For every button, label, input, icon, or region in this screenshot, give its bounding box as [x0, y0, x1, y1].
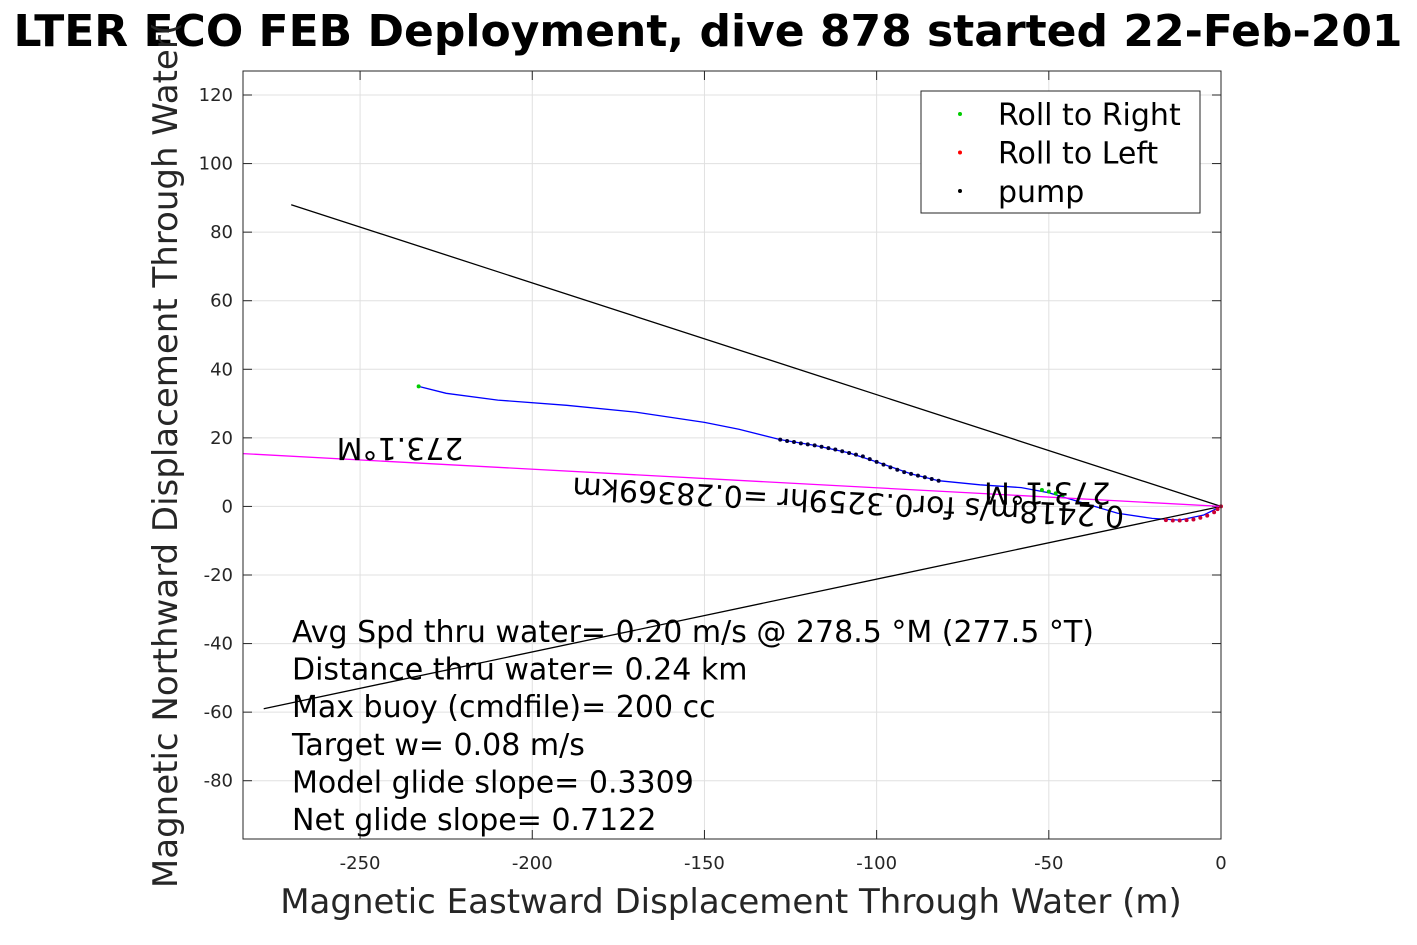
- y-tick-label: -20: [204, 565, 233, 586]
- pump-point: [888, 465, 893, 470]
- pump-point: [909, 471, 914, 476]
- pump-point: [867, 457, 872, 462]
- pump-point: [826, 446, 831, 451]
- pump-point: [915, 473, 920, 478]
- legend-marker: [958, 189, 962, 193]
- stat-line: Model glide slope= 0.3309: [292, 765, 694, 800]
- series-line-2: [263, 505, 1222, 710]
- series-line-1: [290, 204, 1222, 508]
- y-tick-label: 40: [210, 359, 233, 380]
- y-tick-label: -80: [204, 771, 233, 792]
- pump-point: [812, 443, 817, 448]
- legend-label: pump: [998, 175, 1084, 210]
- roll-left-point: [1205, 513, 1210, 518]
- stats-block: Avg Spd thru water= 0.20 m/s @ 278.5 °M …: [291, 615, 1094, 838]
- pump-point: [881, 462, 886, 467]
- pump-point: [874, 459, 879, 464]
- pump-point: [805, 442, 810, 447]
- heading-annotation: 273.1°M: [984, 474, 1111, 509]
- tick-labels: -250 -200 -150 -100 -50 0 120 100 80 60 40 20 0 -20 -4…: [199, 85, 1227, 874]
- y-tick-label: 60: [210, 291, 233, 312]
- y-tick-label: 0: [222, 496, 233, 517]
- chart-title: LTER ECO FEB Deployment, dive 878 starte…: [13, 6, 1402, 57]
- series-line-3: [242, 452, 1222, 508]
- pump-point: [840, 449, 845, 454]
- stat-line: Net glide slope= 0.7122: [292, 803, 656, 838]
- stat-line: Max buoy (cmdfile)= 200 cc: [292, 690, 716, 725]
- y-tick-label: 120: [199, 85, 233, 106]
- y-tick-label: 80: [210, 222, 233, 243]
- pump-point: [798, 441, 803, 446]
- y-axis-label: Magnetic Northward Displacement Through …: [146, 22, 186, 888]
- x-tick-label: -50: [1034, 853, 1063, 874]
- x-tick-label: -100: [856, 853, 897, 874]
- y-tick-label: -60: [204, 702, 233, 723]
- legend-marker: [958, 150, 962, 155]
- legend-box: [920, 90, 1201, 214]
- x-axis-label: Magnetic Eastward Displacement Through W…: [280, 882, 1182, 922]
- roll-left-point: [1215, 507, 1220, 512]
- pump-point: [895, 467, 900, 472]
- pump-point: [778, 437, 783, 442]
- roll-right-point: [1053, 491, 1058, 496]
- roll-left-point: [1170, 518, 1175, 523]
- roll-left-point: [1198, 515, 1203, 520]
- roll-right-point: [416, 384, 421, 389]
- roll-right-point: [1039, 487, 1044, 492]
- pump-point: [853, 452, 858, 457]
- pump-point: [785, 438, 790, 443]
- roll-left-point: [1177, 518, 1182, 523]
- x-tick-label: 0: [1215, 853, 1226, 874]
- pump-point: [791, 439, 796, 444]
- x-tick-label: -150: [684, 853, 725, 874]
- pump-point: [847, 450, 852, 455]
- roll-left-point: [1163, 518, 1168, 523]
- pump-point: [929, 477, 934, 481]
- y-tick-label: 20: [210, 428, 233, 449]
- legend-marker: [958, 112, 962, 116]
- y-tick-label: 100: [199, 154, 233, 175]
- stat-line: Target w= 0.08 m/s: [291, 728, 585, 763]
- pump-point: [936, 478, 941, 483]
- heading-annotation: 273.1°M: [337, 430, 464, 465]
- plot-border: [242, 70, 1222, 840]
- legend-label: Roll to Right: [998, 98, 1181, 133]
- roll-left-point: [1212, 510, 1217, 515]
- legend-label: Roll to Left: [998, 137, 1158, 172]
- roll-left-point: [1191, 517, 1196, 522]
- stat-line: Distance thru water= 0.24 km: [292, 653, 747, 688]
- roll-right-point: [1046, 489, 1051, 494]
- x-tick-label: -200: [512, 853, 553, 874]
- pump-point: [922, 475, 927, 480]
- stat-line: Avg Spd thru water= 0.20 m/s @ 278.5 °M …: [292, 615, 1094, 650]
- y-tick-label: -40: [204, 634, 233, 655]
- x-tick-label: -250: [340, 853, 381, 874]
- pump-point: [902, 470, 907, 475]
- pump-point: [819, 444, 824, 449]
- pump-point: [833, 447, 838, 452]
- roll-left-point: [1184, 518, 1189, 523]
- roll-right-point: [1060, 493, 1065, 498]
- pump-point: [860, 454, 865, 459]
- markers-layer: [416, 384, 1223, 523]
